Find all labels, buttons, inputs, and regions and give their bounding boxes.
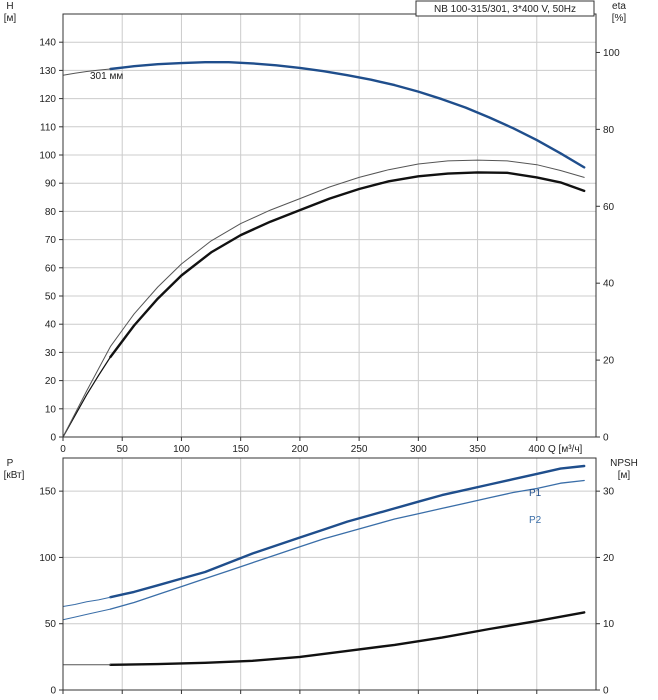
top-left-tick-label: 20 — [45, 376, 57, 387]
top-left-tick-label: 40 — [45, 320, 57, 331]
top-plot-frame — [62, 13, 597, 438]
top-left-tick-label: 30 — [45, 348, 57, 359]
bottom-right-axis-unit: [м] — [618, 470, 631, 481]
bottom-left-axis-label: P — [7, 458, 14, 469]
top-right-tick-label: 80 — [603, 125, 615, 136]
top-ticks: 0 10 20 30 40 50 60 70 80 90 100 110 120 130 140 0 20 40 6… — [39, 38, 620, 455]
top-left-tick-label: 140 — [39, 38, 56, 49]
x-tick-label: 200 — [292, 444, 309, 455]
x-tick-label: 250 — [351, 444, 368, 455]
bottom-grid — [63, 458, 596, 690]
x-tick-label: 300 — [410, 444, 427, 455]
top-left-tick-label: 90 — [45, 179, 57, 190]
top-series-line-3 — [62, 356, 112, 438]
top-left-tick-label: 130 — [39, 66, 56, 77]
bottom-right-tick-label: 30 — [603, 487, 615, 498]
impeller-diameter-label: 301 мм — [90, 71, 123, 82]
x-tick-label: 350 — [469, 444, 486, 455]
top-series-line-1 — [62, 68, 111, 76]
bottom-series-layer — [62, 464, 586, 666]
top-right-tick-label: 40 — [603, 279, 615, 290]
top-left-axis-unit: [м] — [4, 13, 17, 24]
top-right-tick-label: 100 — [603, 48, 620, 59]
top-left-tick-label: 10 — [45, 404, 57, 415]
x-tick-label: 0 — [60, 444, 66, 455]
top-left-tick-label: 100 — [39, 151, 56, 162]
x-tick-label: 100 — [173, 444, 190, 455]
x-tick-label: 50 — [117, 444, 129, 455]
bottom-left-tick-label: 0 — [50, 686, 56, 697]
bottom-right-tick-label: 20 — [603, 553, 615, 564]
bottom-left-tick-label: 50 — [45, 619, 57, 630]
top-series-line-2 — [109, 171, 586, 359]
top-series-layer — [62, 61, 586, 438]
p2-series-label: P2 — [529, 515, 542, 526]
top-right-tick-label: 60 — [603, 202, 615, 213]
top-series-line-0 — [109, 61, 586, 169]
top-right-tick-label: 20 — [603, 356, 615, 367]
top-left-tick-label: 50 — [45, 292, 57, 303]
top-right-axis-label: eta — [612, 1, 626, 12]
bottom-right-tick-label: 0 — [603, 686, 609, 697]
top-left-tick-label: 60 — [45, 263, 57, 274]
bottom-series-line-4 — [109, 611, 586, 666]
bottom-left-tick-label: 100 — [39, 553, 56, 564]
top-left-tick-label: 70 — [45, 235, 57, 246]
legend-box — [415, 0, 595, 17]
top-left-tick-label: 110 — [40, 122, 56, 133]
bottom-left-tick-label: 150 — [39, 487, 56, 498]
legend-box-text: NB 100-315/301, 3*400 V, 50Hz — [434, 4, 576, 15]
bottom-right-axis-label: NPSH — [610, 458, 638, 469]
p1-series-label: P1 — [529, 488, 542, 499]
bottom-plot-frame — [62, 457, 597, 691]
top-series-line-4 — [62, 159, 585, 438]
top-left-axis-label: H — [6, 1, 13, 12]
top-right-axis-unit: [%] — [612, 13, 627, 24]
x-tick-label: 400 — [528, 444, 545, 455]
bottom-series-line-3 — [62, 608, 111, 621]
top-left-tick-label: 120 — [39, 94, 56, 105]
bottom-series-line-2 — [62, 596, 111, 607]
bottom-left-axis-unit: [кВт] — [4, 470, 25, 481]
bottom-ticks: 0 50 100 150 0 10 20 30 — [39, 487, 614, 697]
top-left-tick-label: 80 — [45, 207, 57, 218]
x-tick-label: 150 — [232, 444, 249, 455]
bottom-series-line-p1 — [109, 464, 586, 599]
bottom-right-tick-label: 10 — [603, 619, 615, 630]
top-left-tick-label: 0 — [50, 433, 56, 444]
top-grid — [63, 14, 596, 437]
x-axis-label: Q [м³/ч] — [548, 444, 583, 455]
top-right-tick-label: 0 — [603, 433, 609, 444]
bottom-series-line-p2 — [109, 479, 585, 610]
